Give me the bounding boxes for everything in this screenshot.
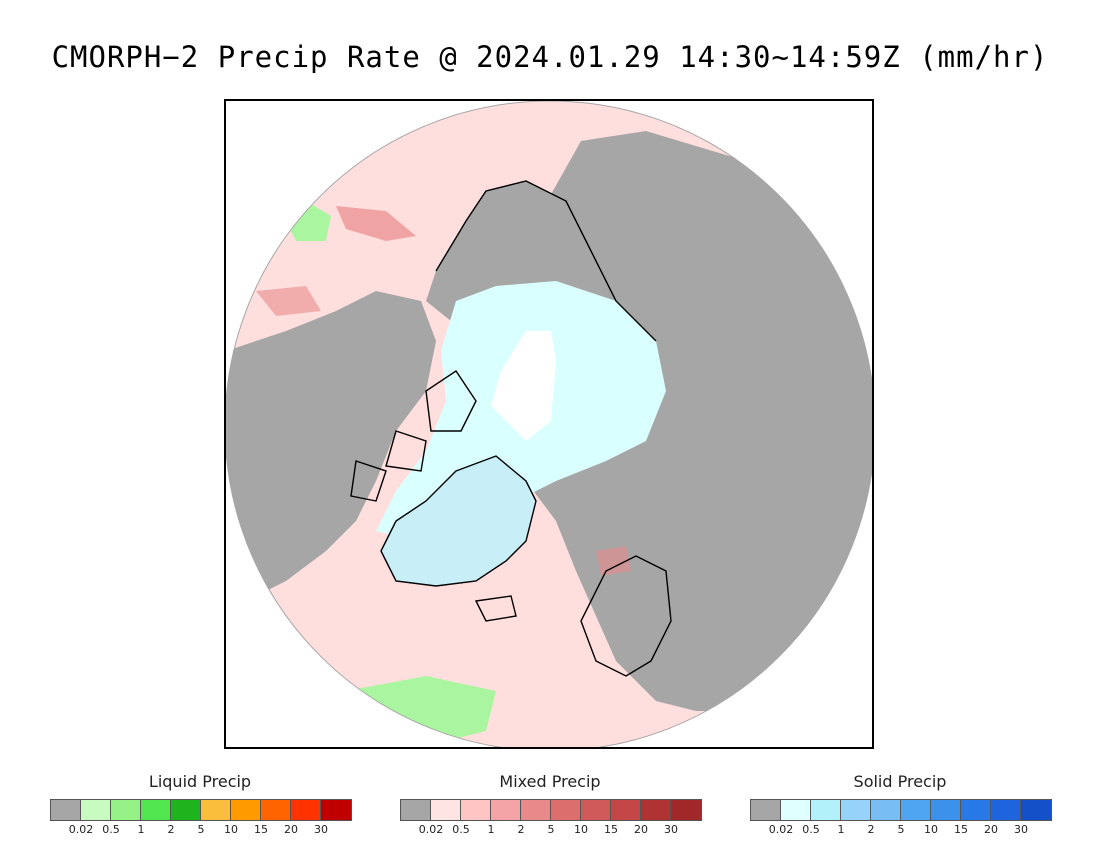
legend-swatch [751,800,781,820]
legend-tick-label: 20 [284,823,298,836]
coastlines [350,180,672,677]
legend-swatch [401,800,431,820]
mixed-precip-streak-west [256,286,321,316]
legend-tick-label: 0.02 [418,823,444,836]
map-disc [226,101,872,747]
legend-swatch [1021,800,1051,820]
legend-tick-label: 15 [254,823,268,836]
legend-swatch [581,800,611,820]
legend-tick-label: 1 [137,823,145,836]
legend-swatch [81,800,111,820]
legend-tick-label: 0.5 [452,823,470,836]
legend-tick-label: 2 [167,823,175,836]
legend-tick-label: 2 [517,823,525,836]
legend-tick-label: 5 [197,823,205,836]
legend-swatch [521,800,551,820]
legend-tick-label: 1 [487,823,495,836]
legend-tick-label: 0.5 [102,823,120,836]
legend-tick-label: 2 [867,823,875,836]
legend-mixed-ticks: 0.02 0.5 1 2 5 10 15 20 30 [400,823,702,837]
legend-tick-label: 15 [604,823,618,836]
legend-swatch [811,800,841,820]
legend-swatch [431,800,461,820]
north-america-land-region [226,291,436,601]
legend-swatch [261,800,291,820]
legend-tick-label: 1 [837,823,845,836]
legend-tick-label: 5 [897,823,905,836]
legend-tick-label: 20 [634,823,648,836]
legend-tick-label: 30 [1014,823,1028,836]
legend-swatch [491,800,521,820]
legend-tick-label: 10 [574,823,588,836]
legend-solid-title: Solid Precip [853,772,947,791]
legend-tick-label: 20 [984,823,998,836]
legend-tick-label: 0.5 [802,823,820,836]
legend-tick-label: 5 [547,823,555,836]
greenland-ice-region [381,456,536,586]
legend-tick-label: 10 [924,823,938,836]
scandinavia-coastline [580,555,672,677]
map-title: CMORPH−2 Precip Rate @ 2024.01.29 14:30~… [51,40,1049,74]
legend-swatch [781,800,811,820]
legend-swatch [611,800,641,820]
pole-nodata-region [491,331,556,441]
legend-swatch [51,800,81,820]
legend-tick-label: 0.02 [68,823,94,836]
mixed-precip-streak-europe [596,546,631,576]
legend-swatch [671,800,701,820]
legend-swatch [871,800,901,820]
legend-mixed-swatches [400,799,702,821]
polar-map-frame [224,99,874,749]
legend-tick-label: 30 [664,823,678,836]
legend-swatch [141,800,171,820]
siberia-coastline [435,180,657,342]
mixed-precip-streak-north [336,206,416,241]
legend-tick-label: 30 [314,823,328,836]
legend-liquid-swatches [50,799,352,821]
legend-tick-label: 15 [954,823,968,836]
iceland-coastline [474,595,517,622]
legend-swatch [111,800,141,820]
legend-swatch [961,800,991,820]
legend-liquid: Liquid Precip 0.02 0.5 1 2 5 10 15 20 30 [50,772,352,836]
legend-tick-label: 10 [224,823,238,836]
legend-swatch [641,800,671,820]
greenland-coastline [380,455,537,587]
legend-swatch [931,800,961,820]
legend-solid-ticks: 0.02 0.5 1 2 5 10 15 20 30 [750,823,1052,837]
legend-mixed: Mixed Precip 0.02 0.5 1 2 5 10 15 20 30 [400,772,702,836]
legend-swatch [551,800,581,820]
legend-swatch [901,800,931,820]
legend-swatch [461,800,491,820]
legend-swatch [231,800,261,820]
legend-swatch [171,800,201,820]
legend-swatch [201,800,231,820]
legend-solid: Solid Precip 0.02 0.5 1 2 5 10 15 20 30 [750,772,1052,836]
legend-tick-label: 0.02 [768,823,794,836]
canadian-archipelago-coastline [350,370,477,502]
legend-liquid-ticks: 0.02 0.5 1 2 5 10 15 20 30 [50,823,352,837]
legend-solid-swatches [750,799,1052,821]
legend-swatch [841,800,871,820]
legend-swatch [291,800,321,820]
legend-swatch [321,800,351,820]
polar-precip-map [226,101,872,747]
legend-mixed-title: Mixed Precip [499,772,601,791]
legend-liquid-title: Liquid Precip [148,772,252,791]
legend-swatch [991,800,1021,820]
